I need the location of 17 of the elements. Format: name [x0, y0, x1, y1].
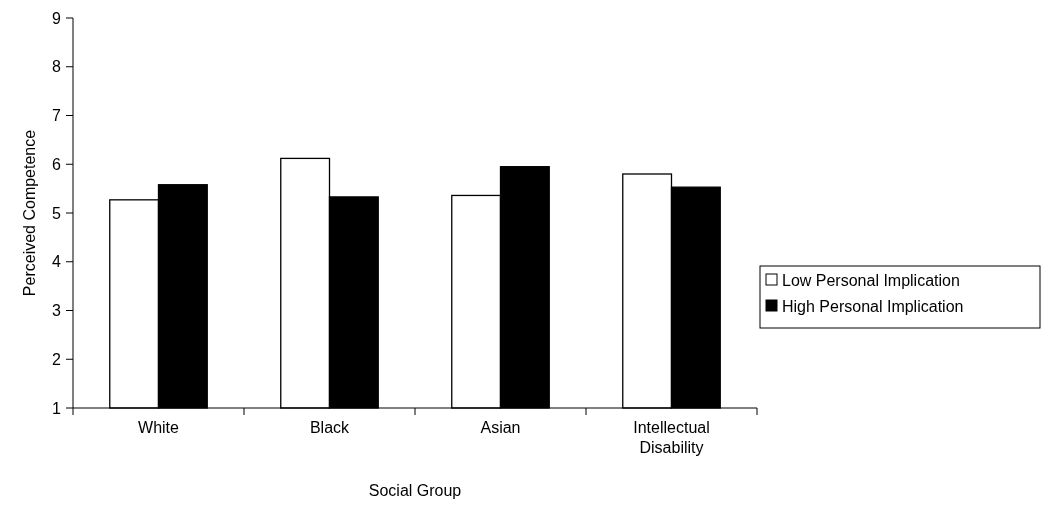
y-tick-label: 1: [52, 399, 62, 417]
y-tick-label: 8: [52, 58, 62, 76]
y-axis-title: Perceived Competence: [21, 129, 38, 297]
y-tick-label: 6: [52, 155, 62, 173]
x-axis-title: Social Group: [368, 482, 462, 499]
y-tick-label: 4: [52, 253, 62, 271]
legend-label: High Personal Implication: [782, 297, 964, 315]
x-tick-label: Asian: [480, 419, 521, 436]
x-tick-label: Intellectual Disability: [633, 419, 710, 456]
x-tick-label: White: [138, 419, 180, 436]
y-tick-label: 3: [52, 302, 62, 320]
legend-label: Low Personal Implication: [782, 271, 960, 289]
y-tick-label: 2: [52, 350, 62, 368]
x-tick-label: Black: [309, 419, 351, 436]
y-tick-label: 9: [52, 9, 62, 27]
y-tick-label: 7: [52, 107, 62, 125]
y-tick-label: 5: [52, 204, 62, 222]
